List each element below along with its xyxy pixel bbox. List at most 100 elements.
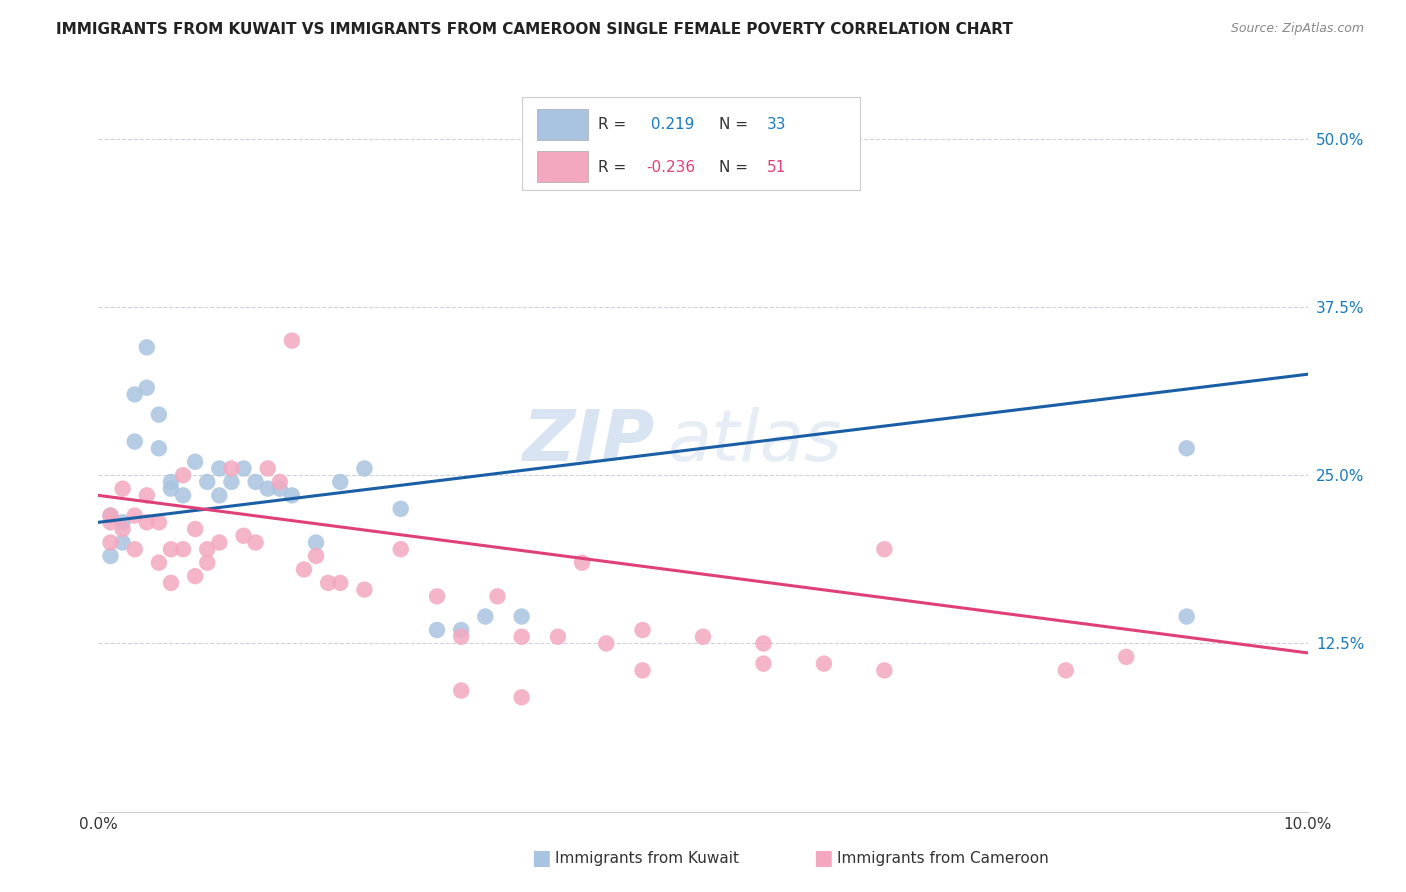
- Point: [160, 475, 183, 489]
- Point: [221, 475, 243, 489]
- Point: [148, 516, 170, 530]
- Text: Source: ZipAtlas.com: Source: ZipAtlas.com: [1230, 22, 1364, 36]
- Point: [135, 381, 157, 395]
- Point: [389, 501, 412, 516]
- Point: [353, 582, 375, 597]
- Point: [124, 434, 146, 449]
- Point: [510, 630, 533, 644]
- Point: [124, 387, 146, 401]
- Text: N =: N =: [718, 160, 752, 175]
- Text: ■: ■: [531, 848, 551, 868]
- Text: R =: R =: [598, 118, 631, 132]
- Point: [195, 542, 218, 557]
- Point: [316, 575, 339, 590]
- Point: [135, 516, 157, 530]
- Point: [111, 516, 134, 530]
- Point: [111, 482, 134, 496]
- Point: [353, 461, 375, 475]
- FancyBboxPatch shape: [537, 151, 588, 182]
- Point: [631, 664, 654, 678]
- Point: [172, 488, 194, 502]
- Point: [148, 442, 170, 456]
- Point: [135, 340, 157, 354]
- Point: [450, 630, 472, 644]
- Text: atlas: atlas: [666, 407, 841, 476]
- FancyBboxPatch shape: [522, 97, 860, 190]
- Text: -0.236: -0.236: [647, 160, 696, 175]
- Point: [160, 575, 183, 590]
- Point: [232, 461, 254, 475]
- Text: 33: 33: [768, 118, 786, 132]
- Point: [692, 630, 714, 644]
- Point: [208, 461, 231, 475]
- Point: [389, 542, 412, 557]
- Point: [873, 664, 896, 678]
- Text: Immigrants from Kuwait: Immigrants from Kuwait: [555, 851, 740, 865]
- Point: [148, 408, 170, 422]
- Point: [160, 542, 183, 557]
- Point: [245, 535, 267, 549]
- Point: [571, 556, 593, 570]
- Point: [752, 636, 775, 650]
- Point: [245, 475, 267, 489]
- Point: [111, 535, 134, 549]
- Point: [631, 623, 654, 637]
- Point: [195, 556, 218, 570]
- Point: [474, 609, 496, 624]
- Point: [1175, 442, 1198, 456]
- FancyBboxPatch shape: [537, 109, 588, 140]
- Point: [873, 542, 896, 557]
- Point: [281, 488, 304, 502]
- Point: [100, 549, 122, 563]
- Point: [172, 542, 194, 557]
- Point: [426, 590, 449, 604]
- Point: [595, 636, 617, 650]
- Point: [510, 690, 533, 705]
- Point: [752, 657, 775, 671]
- Point: [1175, 609, 1198, 624]
- Text: ZIP: ZIP: [523, 407, 655, 476]
- Point: [195, 475, 218, 489]
- Point: [486, 590, 509, 604]
- Point: [124, 542, 146, 557]
- Point: [208, 535, 231, 549]
- Point: [100, 535, 122, 549]
- Point: [172, 468, 194, 483]
- Point: [208, 488, 231, 502]
- Point: [305, 535, 328, 549]
- Point: [292, 562, 315, 576]
- Point: [148, 556, 170, 570]
- Point: [160, 482, 183, 496]
- Point: [232, 529, 254, 543]
- Point: [1115, 649, 1137, 664]
- Point: [1054, 664, 1077, 678]
- Point: [281, 334, 304, 348]
- Point: [184, 522, 207, 536]
- Point: [124, 508, 146, 523]
- Text: 51: 51: [768, 160, 786, 175]
- Point: [305, 549, 328, 563]
- Point: [135, 488, 157, 502]
- Point: [111, 522, 134, 536]
- Point: [184, 569, 207, 583]
- Point: [510, 609, 533, 624]
- Point: [184, 455, 207, 469]
- Point: [100, 508, 122, 523]
- Point: [813, 657, 835, 671]
- Text: N =: N =: [718, 118, 752, 132]
- Text: Immigrants from Cameroon: Immigrants from Cameroon: [837, 851, 1049, 865]
- Point: [329, 575, 352, 590]
- Point: [269, 482, 291, 496]
- Text: IMMIGRANTS FROM KUWAIT VS IMMIGRANTS FROM CAMEROON SINGLE FEMALE POVERTY CORRELA: IMMIGRANTS FROM KUWAIT VS IMMIGRANTS FRO…: [56, 22, 1014, 37]
- Point: [450, 683, 472, 698]
- Text: 0.219: 0.219: [647, 118, 695, 132]
- Point: [547, 630, 569, 644]
- Point: [256, 482, 278, 496]
- Point: [256, 461, 278, 475]
- Point: [329, 475, 352, 489]
- Text: ■: ■: [813, 848, 832, 868]
- Point: [221, 461, 243, 475]
- Point: [100, 508, 122, 523]
- Point: [100, 516, 122, 530]
- Point: [426, 623, 449, 637]
